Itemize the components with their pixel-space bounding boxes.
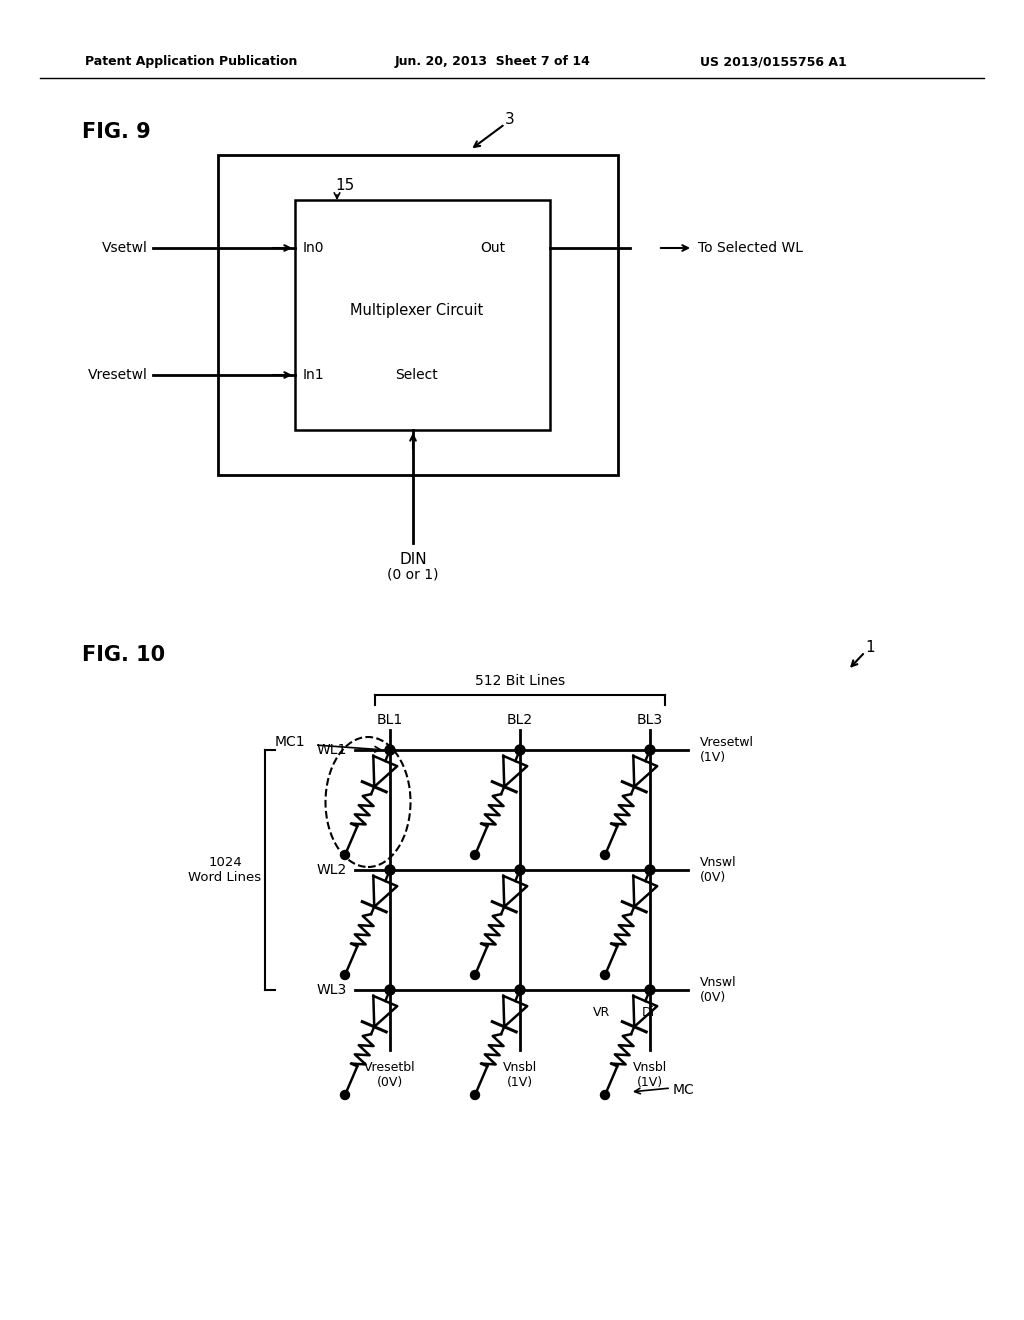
Circle shape [645,985,655,995]
Circle shape [385,865,395,875]
Text: 1024
Word Lines: 1024 Word Lines [188,855,261,884]
Circle shape [385,744,395,755]
Text: DIN: DIN [399,552,427,566]
Text: WL2: WL2 [316,863,347,876]
Circle shape [470,850,479,859]
Text: Jun. 20, 2013  Sheet 7 of 14: Jun. 20, 2013 Sheet 7 of 14 [395,55,591,69]
Text: Vresetwl: Vresetwl [88,368,148,381]
Text: Multiplexer Circuit: Multiplexer Circuit [350,302,483,318]
Text: Select: Select [395,368,437,381]
Text: 15: 15 [335,178,354,194]
Circle shape [385,985,395,995]
Bar [218,154,618,475]
Circle shape [470,970,479,979]
Text: Vsetwl: Vsetwl [102,242,148,255]
Circle shape [600,970,609,979]
Text: Di: Di [642,1006,655,1019]
Circle shape [341,1090,349,1100]
Text: WL1: WL1 [316,743,347,756]
Text: In0: In0 [303,242,325,255]
Text: In1: In1 [303,368,325,381]
Text: Vnswl
(0V): Vnswl (0V) [700,975,736,1005]
Circle shape [515,865,525,875]
Circle shape [600,850,609,859]
Text: Vresetbl
(0V): Vresetbl (0V) [365,1061,416,1089]
Text: To Selected WL: To Selected WL [698,242,803,255]
Text: MC: MC [673,1082,694,1097]
Circle shape [600,1090,609,1100]
Circle shape [341,970,349,979]
Text: FIG. 9: FIG. 9 [82,121,151,143]
Text: 1: 1 [865,640,874,656]
Text: 3: 3 [505,112,515,128]
Text: 512 Bit Lines: 512 Bit Lines [475,675,565,688]
Text: Vresetwl
(1V): Vresetwl (1V) [700,737,754,764]
Text: Vnsbl
(1V): Vnsbl (1V) [633,1061,667,1089]
Text: FIG. 10: FIG. 10 [82,645,165,665]
Text: US 2013/0155756 A1: US 2013/0155756 A1 [700,55,847,69]
Text: Vnswl
(0V): Vnswl (0V) [700,855,736,884]
Circle shape [515,744,525,755]
Circle shape [645,744,655,755]
Text: VR: VR [593,1006,610,1019]
Circle shape [470,1090,479,1100]
Text: Out: Out [480,242,505,255]
Bar [295,201,550,430]
Text: MC1: MC1 [274,735,305,748]
Text: (0 or 1): (0 or 1) [387,568,438,582]
Circle shape [341,850,349,859]
Text: BL1: BL1 [377,713,403,727]
Circle shape [645,865,655,875]
Text: Vnsbl
(1V): Vnsbl (1V) [503,1061,538,1089]
Text: Patent Application Publication: Patent Application Publication [85,55,297,69]
Text: WL3: WL3 [316,983,347,997]
Text: BL2: BL2 [507,713,534,727]
Circle shape [515,985,525,995]
Text: BL3: BL3 [637,713,664,727]
